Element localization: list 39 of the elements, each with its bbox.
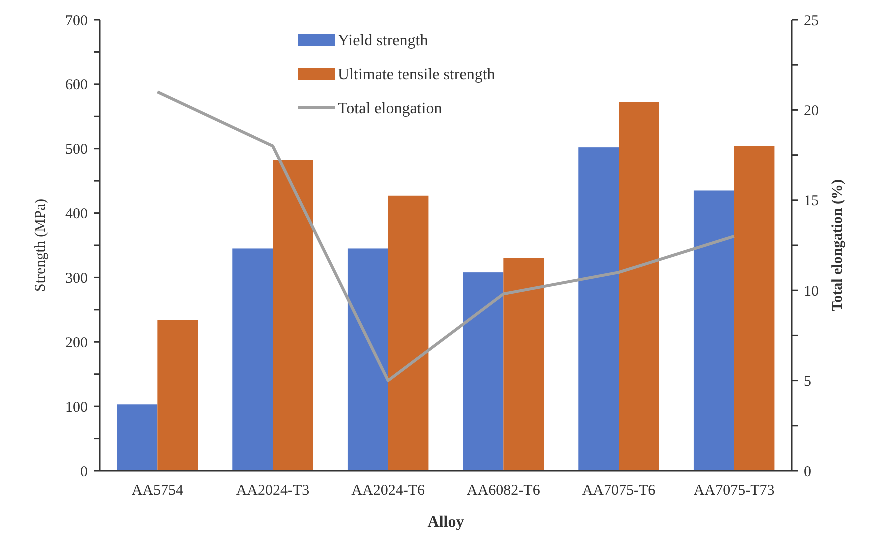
y2-tick-label: 5 [804, 374, 812, 390]
y2-tick-label: 15 [804, 194, 819, 210]
y-tick-label: 600 [66, 78, 88, 94]
y-tick-label: 700 [66, 13, 88, 30]
x-tick-label: AA2024-T6 [352, 483, 426, 499]
y-tick-label: 100 [66, 400, 88, 416]
x-tick-label: AA7075-T6 [582, 483, 656, 499]
bar [388, 196, 429, 471]
legend-label: Yield strength [338, 32, 428, 50]
y2-tick-label: 20 [804, 103, 819, 120]
y-tick-label: 400 [66, 206, 88, 223]
bar [504, 258, 544, 471]
x-tick-label: AA6082-T6 [467, 483, 541, 499]
bar [348, 248, 388, 471]
bar [694, 190, 734, 471]
y2-tick-label: 25 [804, 13, 819, 30]
bar [734, 146, 775, 471]
legend-label: Ultimate tensile strength [338, 66, 496, 84]
y2-tick-label: 0 [804, 464, 812, 480]
bar [273, 160, 314, 471]
y2-tick-label: 10 [804, 284, 819, 300]
y-tick-label: 300 [66, 270, 88, 287]
bar [578, 148, 619, 471]
bar [619, 102, 660, 471]
x-axis-title: Alloy [428, 514, 464, 531]
x-tick-label: AA2024-T3 [236, 483, 310, 499]
y-tick-label: 500 [66, 142, 88, 158]
legend-label: Total elongation [338, 100, 442, 118]
bar [463, 272, 504, 471]
bar [232, 248, 273, 471]
y-tick-label: 200 [66, 335, 88, 352]
y2-axis-title: Total elongation (%) [830, 180, 846, 312]
y-axis-title: Strength (MPa) [33, 199, 49, 292]
bar [117, 404, 158, 471]
x-tick-label: AA7075-T73 [694, 483, 775, 499]
y-tick-label: 0 [80, 464, 88, 480]
bar [158, 320, 198, 471]
line-series [156, 90, 736, 382]
x-tick-label: AA5754 [132, 483, 184, 499]
